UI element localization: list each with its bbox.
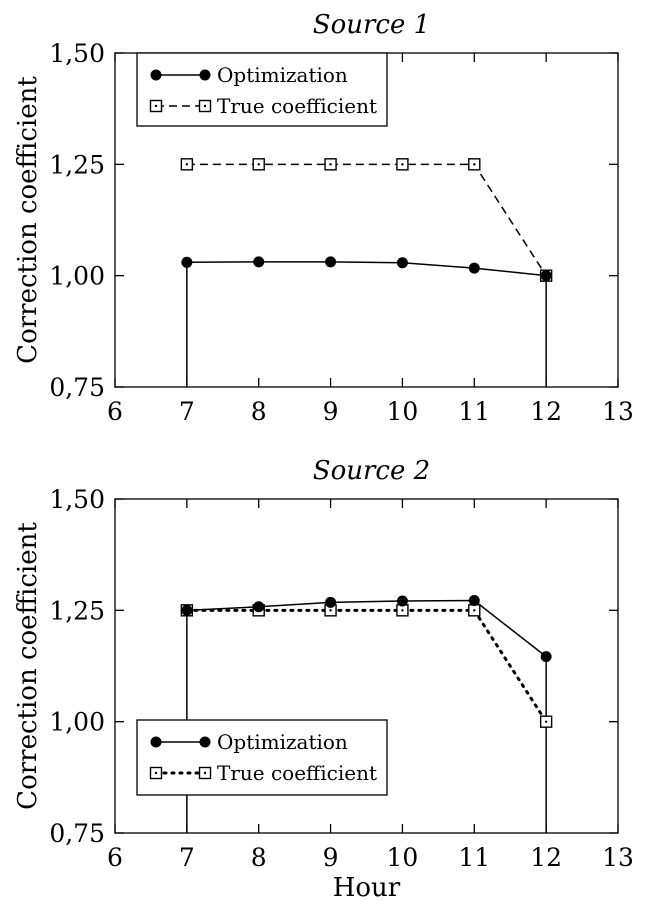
x-tick-label: 8 [251, 397, 267, 426]
x-axis-title: Hour [333, 873, 401, 901]
chart-1: Source 1 6 7 8 9 10 11 12 13 0,75 1,00 1,25 1,50Corr… [13, 10, 634, 426]
y-axis-title: Correction coefficient [13, 76, 43, 364]
x-tick-label: 13 [602, 843, 634, 872]
x-tick-label: 11 [458, 397, 490, 426]
legend: Optimization True coefficient [136, 52, 388, 127]
x-tick-label: 7 [179, 843, 195, 872]
point-optimization [325, 596, 337, 608]
point-optimization [181, 604, 193, 616]
point-true-coefficient-dot [329, 609, 332, 612]
y-tick-label: 0,75 [49, 373, 105, 402]
point-true-coefficient-dot [473, 163, 476, 166]
y-tick-label: 1,25 [49, 596, 105, 625]
series-line-optimization [186, 261, 547, 277]
y-axis-title: Correction coefficient [13, 522, 43, 810]
legend-label: True coefficient [217, 761, 377, 785]
series-line-optimization [186, 599, 547, 658]
legend-marker [199, 736, 211, 748]
point-true-coefficient-dot [185, 163, 189, 166]
x-tick-label: 12 [530, 843, 562, 872]
y-tick-label: 1,50 [49, 485, 105, 514]
point-optimization [253, 256, 265, 268]
point-optimization [396, 257, 408, 269]
series-line-true-coefficient [185, 608, 548, 724]
legend-box [136, 52, 388, 127]
x-tick-label: 10 [387, 843, 419, 872]
legend-marker-dot [154, 104, 158, 108]
point-optimization [540, 270, 552, 282]
y-tick-label: 0,75 [49, 819, 105, 848]
point-optimization [325, 256, 337, 268]
x-tick-label: 12 [530, 397, 562, 426]
point-optimization [540, 651, 552, 663]
chart-title: Source 2 [313, 456, 430, 486]
point-true-coefficient-dot [544, 720, 548, 723]
chart-title: Source 1 [313, 10, 430, 40]
point-optimization [468, 262, 480, 274]
x-tick-label: 7 [179, 397, 195, 426]
legend: Optimization True coefficient [136, 719, 388, 796]
y-tick-label: 1,25 [49, 150, 105, 179]
series-line-true-coefficient [186, 163, 547, 277]
plot-frame [114, 498, 619, 834]
x-tick-label: 9 [323, 397, 339, 426]
x-tick-label: 13 [602, 397, 634, 426]
legend-marker [150, 69, 162, 81]
x-tick-label: 9 [323, 843, 339, 872]
point-optimization [253, 601, 265, 613]
y-tick-label: 1,50 [49, 39, 105, 68]
legend-marker [150, 736, 162, 748]
point-optimization [396, 595, 408, 607]
x-tick-label: 6 [107, 843, 123, 872]
legend-box [136, 719, 388, 796]
x-tick-label: 10 [387, 397, 419, 426]
point-true-coefficient-dot [473, 609, 476, 612]
legend-marker [199, 69, 211, 81]
x-tick-label: 11 [458, 843, 490, 872]
legend-marker-dot [203, 771, 207, 775]
y-tick-label: 1,00 [49, 708, 105, 737]
point-true-coefficient-dot [401, 609, 404, 612]
legend-label: Optimization [217, 63, 348, 87]
point-optimization [468, 595, 480, 607]
x-tick-label: 6 [107, 397, 123, 426]
point-true-coefficient-dot [257, 163, 260, 166]
legend-marker-dot [154, 771, 158, 775]
legend-label: Optimization [217, 730, 348, 754]
y-tick-label: 1,00 [49, 262, 105, 291]
point-true-coefficient-dot [401, 163, 404, 166]
point-optimization [181, 256, 193, 268]
legend-marker-dot [203, 104, 207, 108]
chart-2: Source 2 6 7 8 9 10 11 12 13 0,75 1,00 1,25 1,50Corr… [13, 456, 634, 901]
legend-label: True coefficient [217, 94, 377, 118]
x-tick-label: 8 [251, 843, 267, 872]
point-true-coefficient-dot [329, 163, 332, 166]
